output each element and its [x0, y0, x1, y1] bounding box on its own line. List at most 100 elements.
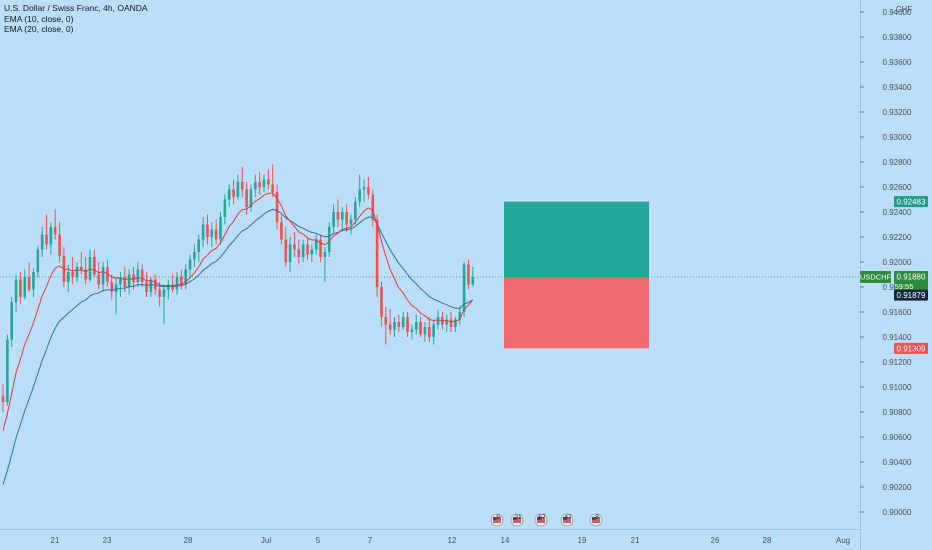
ema10-legend[interactable]: EMA (10, close, 0): [4, 13, 74, 24]
candle-body: [275, 192, 279, 222]
candle-body: [110, 282, 114, 292]
candle-body: [249, 189, 253, 207]
symbol-tag[interactable]: USDCHF: [860, 271, 892, 283]
svg-text:67: 67: [538, 514, 546, 521]
price-tick-label: 0.92800: [883, 158, 912, 167]
candle-body: [327, 227, 331, 252]
time-tick-label: 26: [711, 536, 720, 545]
candle-body: [428, 327, 431, 337]
price-tick-label: 0.90800: [883, 408, 912, 417]
candle-body: [362, 187, 366, 190]
price-axis[interactable]: 0.94000 0.93800 0.93600 0.93400 0.93200 0.930…: [860, 8, 912, 517]
price-tick-label: 0.93600: [883, 58, 912, 67]
time-tick-label: 7: [368, 536, 373, 545]
candle-body: [341, 212, 344, 220]
candle-body: [406, 317, 409, 332]
economic-event-marker[interactable]: 21: [510, 513, 524, 527]
candle-body: [114, 284, 118, 292]
time-axis-background: [0, 529, 860, 550]
ema-value-tag: 0.91879: [894, 289, 928, 301]
stop-zone[interactable]: [504, 277, 649, 349]
time-tick-label: 21: [631, 536, 640, 545]
price-tick-label: 0.90600: [883, 433, 912, 442]
candle-body: [462, 264, 466, 312]
candle-body: [75, 267, 79, 277]
candle-body: [367, 187, 370, 195]
candle-body: [336, 212, 340, 220]
candle-body: [119, 277, 122, 285]
svg-text:59:55: 59:55: [895, 282, 914, 291]
candle-body: [245, 189, 248, 207]
candle-body: [393, 322, 396, 330]
candle-body: [106, 267, 109, 282]
candle-body: [10, 302, 13, 340]
candle-body: [149, 279, 153, 292]
candle-body: [301, 244, 305, 257]
candle-body: [354, 202, 357, 220]
ema20-line: [2, 208, 474, 485]
svg-text:9: 9: [496, 514, 500, 521]
candle-body: [206, 224, 209, 237]
candle-body: [410, 329, 414, 332]
candle-body: [167, 284, 170, 290]
candle-body: [332, 212, 335, 227]
time-tick-label: Jul: [261, 536, 271, 545]
candle-body: [449, 319, 453, 327]
svg-text:21: 21: [514, 514, 522, 521]
candle-body: [193, 252, 196, 260]
svg-text:0.91879: 0.91879: [897, 291, 926, 300]
target-price-tag: 0.92483: [894, 196, 928, 208]
candle-body: [314, 239, 318, 250]
candle-body: [6, 339, 9, 402]
candle-body: [101, 267, 105, 285]
price-tick-label: 0.93400: [883, 83, 912, 92]
candle-body: [71, 272, 74, 277]
price-tick-label: 0.93200: [883, 108, 912, 117]
time-tick-label: 21: [51, 536, 60, 545]
candle-body: [358, 189, 361, 202]
candle-body: [471, 277, 475, 285]
candle-body: [267, 179, 270, 185]
candle-body: [432, 324, 435, 337]
candle-body: [97, 274, 100, 285]
price-tick-label: 0.91200: [883, 358, 912, 367]
time-axis[interactable]: 21 23 28 Jul 5 7 12 14 19 21 26 28 Aug: [51, 536, 851, 545]
price-tick-label: 0.92400: [883, 208, 912, 217]
candle-body: [162, 289, 166, 297]
economic-event-marker[interactable]: 47: [560, 513, 574, 527]
candle-body: [36, 249, 40, 272]
candle-body: [53, 227, 57, 235]
candle-body: [58, 234, 61, 256]
candle-body: [319, 239, 322, 257]
ema20-legend[interactable]: EMA (20, close, 0): [4, 24, 74, 34]
candle-body: [414, 322, 418, 330]
candle-body: [240, 182, 244, 190]
time-tick-label: 12: [448, 536, 457, 545]
candle-body: [288, 244, 292, 262]
svg-text:0.92483: 0.92483: [897, 198, 926, 207]
candle-body: [219, 217, 222, 240]
candle-body: [84, 269, 87, 280]
currency-label: CHF: [896, 5, 913, 14]
candle-body: [323, 252, 327, 257]
economic-event-marker[interactable]: 9: [490, 513, 504, 527]
candle-body: [384, 317, 388, 325]
candle-body: [132, 274, 135, 282]
candle-body: [436, 317, 440, 325]
candle-body: [232, 189, 235, 197]
candle-body: [214, 229, 218, 240]
candle-body: [158, 289, 161, 297]
candle-body: [419, 322, 422, 335]
economic-event-marker[interactable]: 8: [589, 513, 603, 527]
price-tick-label: 0.92200: [883, 233, 912, 242]
chart-title[interactable]: U.S. Dollar / Swiss Franc, 4h, OANDA: [4, 3, 148, 13]
candle-body: [280, 222, 283, 240]
candle-body: [458, 312, 462, 320]
target-zone[interactable]: [504, 201, 649, 277]
candle-body: [23, 277, 27, 297]
economic-event-marker[interactable]: 67: [534, 513, 548, 527]
candle-body: [371, 194, 375, 220]
candle-body: [345, 212, 348, 225]
candle-body: [45, 234, 48, 245]
